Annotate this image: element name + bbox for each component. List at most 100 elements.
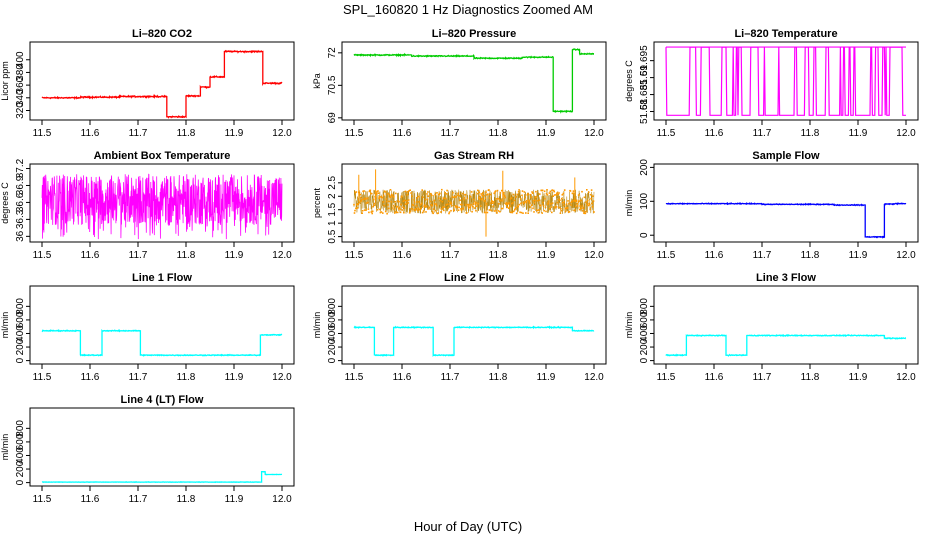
plot-frame — [341, 163, 607, 243]
data-point — [522, 212, 524, 214]
data-point — [448, 211, 451, 213]
x-tick-label: 11.9 — [225, 372, 244, 383]
data-point — [386, 212, 388, 215]
data-point — [551, 189, 553, 191]
y-tick-label: 800 — [327, 298, 338, 315]
data-point — [486, 194, 488, 196]
x-tick-label: 11.7 — [441, 128, 460, 139]
data-point — [588, 202, 590, 205]
data-point — [393, 196, 395, 198]
x-tick-label: 11.8 — [801, 372, 820, 383]
data-point — [383, 194, 385, 197]
data-point — [441, 188, 443, 191]
data-point — [529, 193, 531, 196]
data-point — [454, 196, 456, 198]
y-tick-label: 0 — [327, 357, 338, 363]
data-point — [447, 206, 449, 209]
data-point — [380, 196, 382, 198]
data-point — [548, 200, 550, 202]
data-point — [419, 209, 421, 211]
series-2 — [353, 48, 595, 114]
data-point — [422, 210, 425, 212]
x-tick-label: 11.6 — [81, 494, 100, 505]
data-point — [381, 196, 384, 199]
y-axis-label: percent — [312, 187, 322, 218]
data-point — [452, 196, 455, 199]
data-point — [557, 193, 559, 196]
y-tick-label: 200 — [15, 460, 26, 477]
data-point — [478, 197, 480, 199]
data-point — [430, 192, 432, 195]
series-line — [665, 333, 907, 357]
data-point — [553, 190, 555, 193]
data-point — [422, 196, 424, 198]
data-point — [404, 190, 407, 193]
data-point — [590, 189, 593, 191]
data-point — [477, 189, 479, 192]
plot-frame — [29, 407, 295, 487]
data-point — [384, 191, 386, 193]
data-point — [396, 211, 399, 214]
data-point — [367, 201, 369, 204]
x-tick-label: 12.0 — [896, 250, 916, 261]
series-points — [353, 169, 595, 237]
data-point — [405, 202, 408, 205]
y-tick-label: 36.9 — [15, 175, 26, 195]
data-point — [356, 207, 359, 209]
data-point — [500, 199, 502, 202]
data-point — [590, 197, 592, 200]
y-tick-label: 70.5 — [327, 75, 338, 95]
data-point — [474, 203, 477, 205]
panel-8: Line 2 Flow ml/min 11.5 11.6 11.7 11.8 11.9 12.… — [312, 272, 607, 383]
series-4 — [41, 173, 283, 240]
data-point — [528, 202, 531, 204]
data-point — [427, 191, 429, 193]
data-point — [426, 193, 428, 195]
data-point — [586, 203, 589, 206]
data-point — [401, 195, 403, 198]
data-point — [359, 193, 361, 196]
data-point — [428, 208, 430, 210]
data-point — [520, 211, 523, 214]
data-point — [450, 209, 452, 212]
data-point — [513, 210, 515, 213]
plot-frame — [341, 41, 607, 121]
data-point — [478, 191, 481, 194]
data-point — [572, 192, 574, 195]
x-tick-label: 11.5 — [657, 250, 676, 261]
data-point — [557, 198, 560, 201]
data-point — [444, 192, 446, 194]
y-tick-label: 380 — [15, 64, 26, 81]
data-point — [452, 192, 454, 194]
panel-title: Li–820 CO2 — [132, 28, 192, 40]
data-point — [463, 198, 465, 201]
data-point — [589, 193, 592, 196]
data-point — [575, 199, 578, 202]
series-line — [665, 201, 907, 239]
data-point — [458, 206, 460, 209]
data-point — [523, 202, 525, 205]
data-point — [535, 190, 537, 193]
data-point — [363, 209, 366, 211]
data-point — [518, 189, 520, 191]
series-line — [41, 328, 283, 357]
data-point — [441, 200, 444, 203]
data-point — [395, 192, 397, 195]
data-point — [570, 204, 572, 206]
data-point — [537, 212, 540, 214]
data-point — [433, 202, 436, 205]
data-point — [442, 206, 444, 209]
data-point — [377, 192, 380, 194]
data-point — [568, 211, 571, 213]
y-tick-label: 340 — [15, 89, 26, 106]
data-point — [396, 205, 398, 208]
data-point — [587, 199, 589, 202]
data-point — [533, 201, 536, 204]
data-point — [545, 193, 548, 195]
data-point — [433, 199, 435, 202]
data-point — [462, 207, 465, 210]
data-point — [534, 199, 536, 202]
data-point — [456, 194, 459, 197]
data-point — [416, 201, 418, 203]
